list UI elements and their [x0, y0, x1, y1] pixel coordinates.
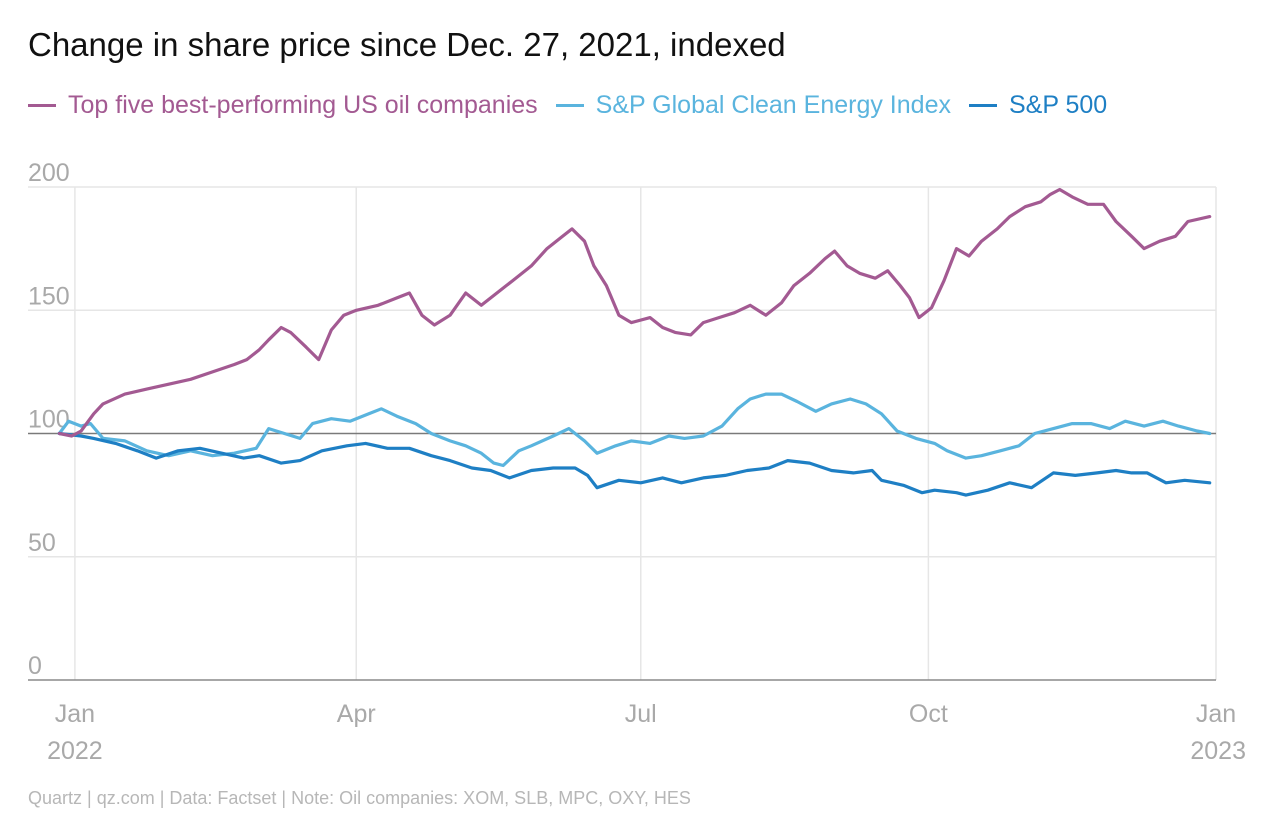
y-tick-label-0: 0: [28, 652, 42, 680]
legend-item-oil: Top five best-performing US oil companie…: [28, 91, 538, 120]
legend-swatch-clean-energy: [555, 103, 584, 107]
legend-item-sp500: S&P 500: [968, 90, 1108, 120]
legend-label-clean-energy: S&P Global Clean Energy Index: [595, 90, 951, 119]
y-tick-label-200: 200: [28, 159, 70, 187]
legend-label-oil: Top five best-performing US oil companie…: [68, 90, 538, 119]
x-axis-ticks: Jan 2022 Apr Jul Oct Jan 2023: [47, 700, 1246, 765]
axes: [28, 432, 1216, 681]
x-tick-year-0: 2022: [47, 737, 103, 765]
x-tick-label-4: Jan: [1196, 700, 1236, 728]
series-line-sp500: [57, 431, 1212, 497]
y-tick-label-50: 50: [28, 529, 56, 557]
chart-legend: Top five best-performing US oil companie…: [28, 88, 1125, 122]
legend-swatch-oil: [28, 103, 56, 107]
chart-title: Change in share price since Dec. 27, 202…: [28, 26, 786, 63]
series-line-oil-companies: [57, 187, 1212, 438]
legend-item-clean-energy: S&P Global Clean Energy Index: [555, 90, 951, 120]
x-tick-year-4: 2023: [1190, 737, 1246, 765]
legend-label-sp500: S&P 500: [1008, 90, 1108, 119]
series-line-clean-energy-index: [57, 392, 1212, 468]
legend-swatch-sp500: [968, 103, 997, 107]
x-tick-label-1: Apr: [337, 700, 376, 728]
x-tick-label-2: Jul: [625, 700, 657, 728]
x-tick-label-3: Oct: [909, 700, 948, 728]
source-note: Quartz | qz.com | Data: Factset | Note: …: [28, 788, 691, 808]
x-tick-label-0: Jan: [55, 700, 95, 728]
y-tick-label-150: 150: [28, 282, 70, 310]
series-lines: [57, 187, 1212, 497]
